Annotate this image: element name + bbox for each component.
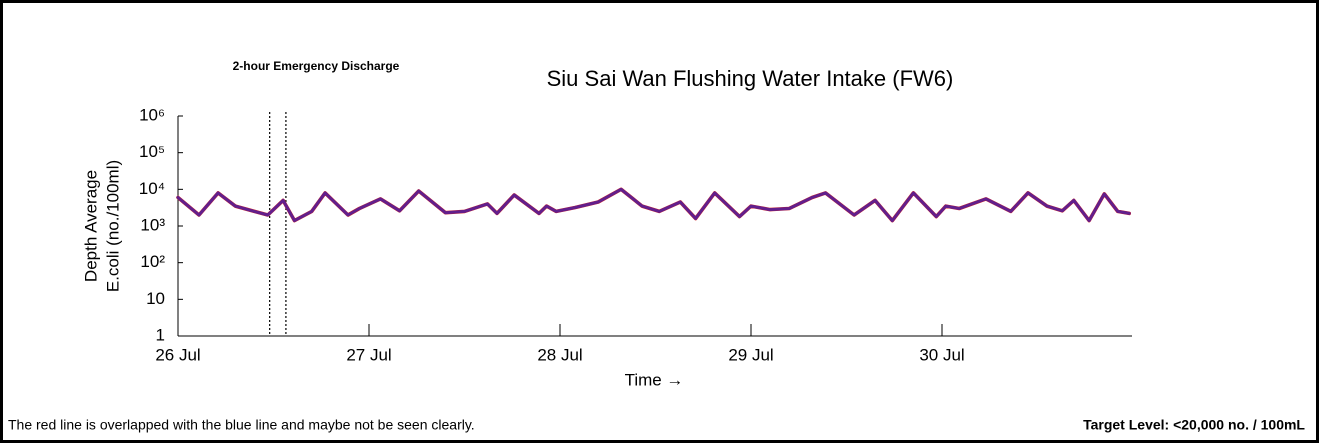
y-tick-label: 10⁵	[139, 142, 165, 161]
x-tick-label: 29 Jul	[728, 345, 773, 364]
y-tick-label: 10⁴	[139, 179, 165, 198]
y-tick-label: 10⁶	[139, 105, 165, 124]
target-level: Target Level: <20,000 no. / 100mL	[1083, 417, 1305, 433]
y-tick-label: 10²	[140, 252, 165, 271]
x-tick-label: 26 Jul	[155, 345, 200, 364]
x-axis-label: Time →	[625, 370, 684, 389]
annotation: 2-hour Emergency Discharge	[233, 59, 400, 73]
y-tick-label: 1	[156, 325, 165, 344]
x-tick-label: 30 Jul	[919, 345, 964, 364]
x-tick-label: 28 Jul	[537, 345, 582, 364]
y-tick-label: 10³	[140, 215, 165, 234]
x-tick-label: 27 Jul	[346, 345, 391, 364]
y-axis-label: Depth Average	[81, 170, 100, 282]
y-tick-label: 10	[146, 289, 165, 308]
chart-title: Siu Sai Wan Flushing Water Intake (FW6)	[547, 66, 954, 91]
data-line	[176, 187, 1131, 223]
note: The red line is overlapped with the blue…	[8, 417, 475, 433]
y-axis-label: E.coli (no./100ml)	[103, 160, 122, 292]
